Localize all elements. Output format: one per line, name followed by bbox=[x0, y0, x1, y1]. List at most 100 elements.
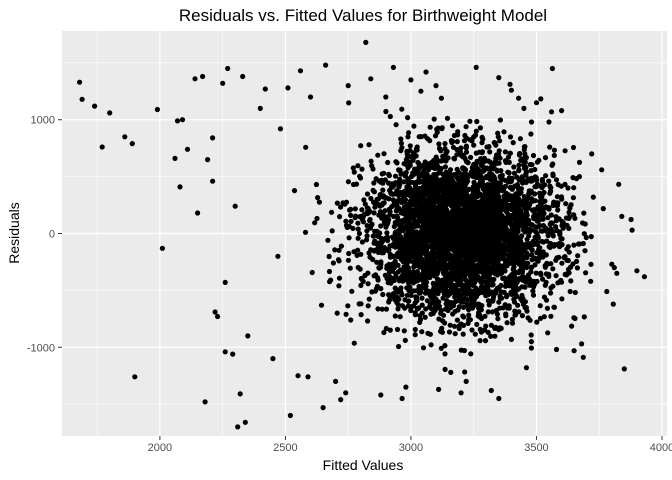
data-point bbox=[454, 152, 460, 158]
data-point bbox=[533, 175, 539, 181]
data-point bbox=[528, 339, 535, 345]
data-point bbox=[428, 306, 435, 312]
data-point bbox=[378, 223, 384, 229]
data-point bbox=[456, 288, 462, 294]
data-point bbox=[338, 397, 344, 403]
data-point bbox=[437, 258, 443, 264]
data-point bbox=[418, 241, 424, 247]
data-point bbox=[473, 64, 479, 70]
data-point bbox=[479, 150, 485, 156]
data-point bbox=[172, 155, 178, 161]
data-point bbox=[460, 152, 466, 158]
data-point bbox=[368, 76, 374, 82]
data-point bbox=[307, 94, 314, 100]
data-point bbox=[503, 279, 509, 285]
data-point bbox=[431, 186, 437, 192]
data-point bbox=[403, 248, 409, 255]
data-point bbox=[366, 142, 372, 148]
data-point bbox=[534, 319, 540, 325]
data-point bbox=[466, 186, 472, 192]
data-point bbox=[368, 195, 374, 202]
data-point bbox=[419, 235, 425, 242]
data-point bbox=[387, 327, 393, 333]
data-point bbox=[346, 250, 352, 257]
data-point bbox=[448, 369, 454, 375]
data-point bbox=[516, 221, 522, 228]
data-point bbox=[386, 297, 393, 303]
data-point bbox=[509, 320, 516, 326]
data-point bbox=[525, 260, 531, 266]
data-point bbox=[511, 231, 517, 237]
data-point bbox=[471, 142, 477, 148]
data-point bbox=[77, 79, 83, 85]
data-point bbox=[413, 270, 420, 276]
data-point bbox=[277, 126, 283, 132]
data-point bbox=[436, 262, 442, 268]
data-point bbox=[436, 166, 442, 172]
data-point bbox=[349, 288, 355, 294]
data-point bbox=[550, 283, 556, 289]
data-point bbox=[548, 290, 554, 296]
data-point bbox=[486, 224, 492, 230]
data-point bbox=[475, 255, 481, 261]
data-point bbox=[422, 290, 429, 296]
data-point bbox=[521, 165, 528, 171]
data-point bbox=[195, 210, 201, 216]
data-point bbox=[549, 220, 555, 226]
data-point bbox=[440, 295, 446, 301]
data-point bbox=[240, 73, 246, 80]
data-point bbox=[506, 159, 512, 165]
data-point bbox=[560, 220, 566, 226]
data-point bbox=[423, 306, 429, 312]
data-point bbox=[392, 173, 399, 179]
data-point bbox=[359, 166, 365, 172]
y-tick-label: 1000 bbox=[31, 115, 55, 127]
data-point bbox=[326, 253, 332, 260]
data-point bbox=[364, 205, 370, 211]
data-point bbox=[557, 242, 563, 248]
data-point bbox=[468, 351, 474, 357]
data-point bbox=[530, 288, 536, 294]
data-point bbox=[446, 240, 452, 246]
data-point bbox=[467, 291, 473, 297]
data-point bbox=[517, 150, 523, 157]
data-point bbox=[499, 225, 506, 232]
data-point bbox=[513, 269, 519, 275]
data-point bbox=[380, 180, 386, 186]
data-point bbox=[455, 251, 462, 257]
data-point bbox=[390, 291, 396, 297]
data-point bbox=[381, 170, 387, 176]
data-point bbox=[504, 320, 510, 326]
data-point bbox=[402, 206, 408, 212]
data-point bbox=[408, 77, 414, 83]
data-point bbox=[436, 141, 442, 147]
data-point bbox=[610, 301, 616, 307]
data-point bbox=[405, 165, 411, 171]
data-point bbox=[220, 80, 226, 86]
data-point bbox=[472, 230, 479, 236]
data-point bbox=[523, 179, 529, 185]
data-point bbox=[432, 229, 438, 235]
data-point bbox=[225, 65, 231, 72]
data-point bbox=[550, 233, 556, 239]
data-point bbox=[500, 263, 506, 269]
data-point bbox=[448, 305, 454, 311]
data-point bbox=[332, 247, 338, 253]
data-point bbox=[513, 194, 519, 200]
data-point bbox=[405, 216, 411, 222]
data-point bbox=[589, 151, 595, 157]
data-point bbox=[480, 182, 486, 188]
data-point bbox=[506, 170, 512, 176]
data-point bbox=[571, 185, 577, 191]
data-point bbox=[541, 314, 547, 320]
data-point bbox=[403, 262, 409, 268]
data-point bbox=[427, 209, 433, 215]
data-point bbox=[192, 76, 198, 82]
data-point bbox=[418, 134, 424, 140]
data-point bbox=[393, 180, 399, 186]
x-axis-title: Fitted Values bbox=[323, 457, 404, 473]
data-point bbox=[463, 124, 469, 130]
data-point bbox=[537, 303, 543, 309]
data-point bbox=[371, 180, 377, 186]
data-point bbox=[502, 302, 508, 308]
